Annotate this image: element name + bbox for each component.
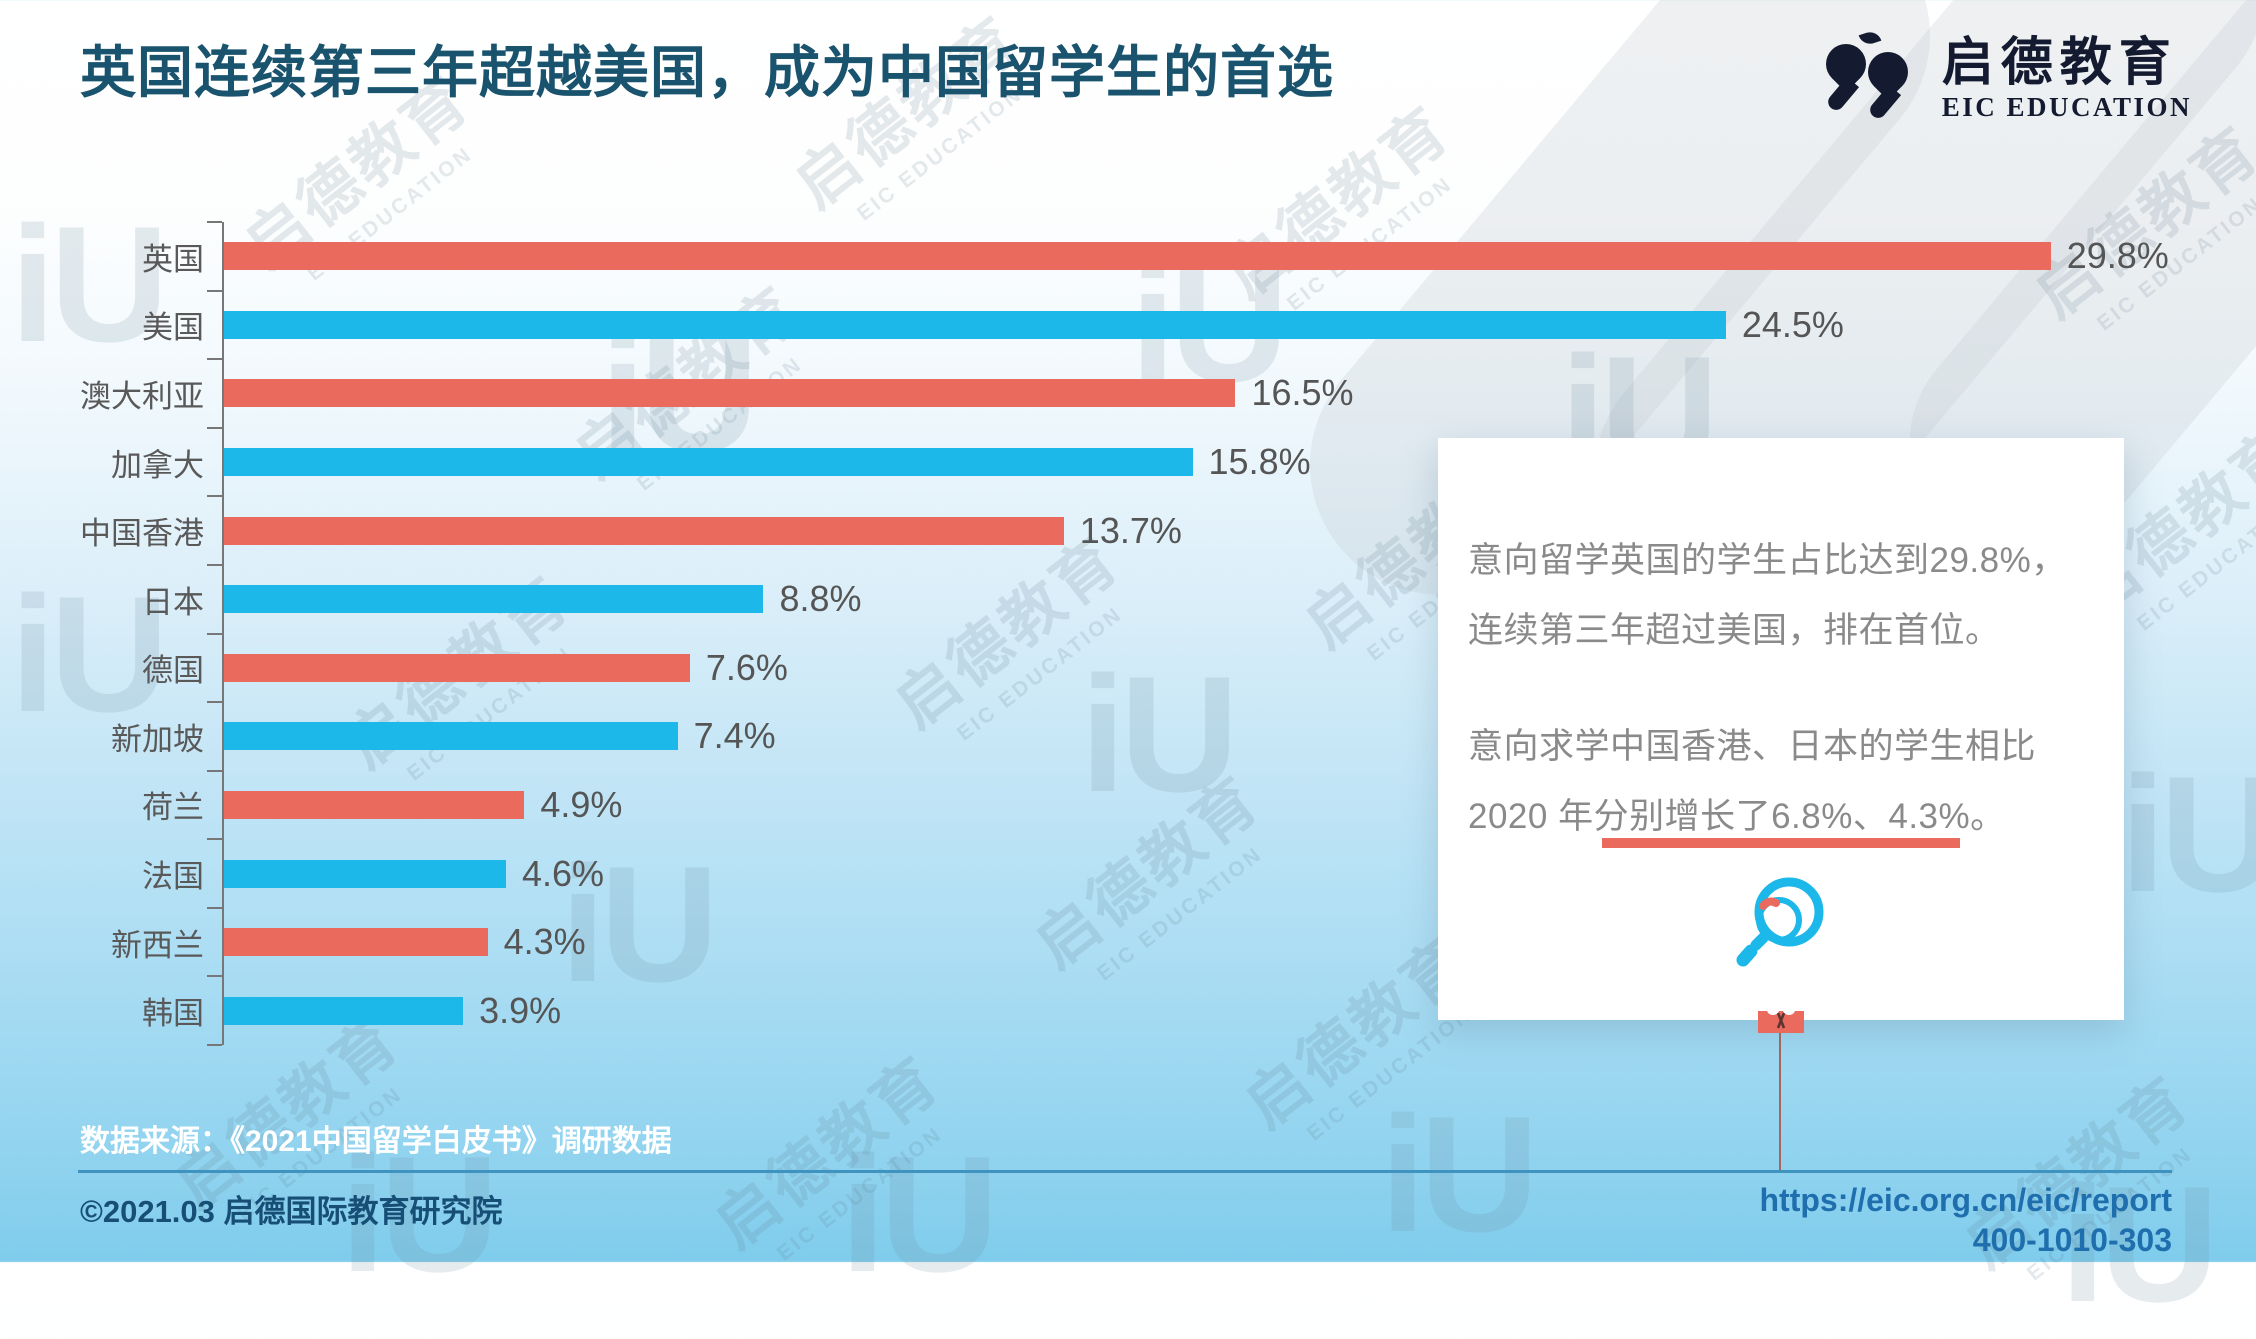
callout-paragraph-2: 意向求学中国香港、日本的学生相比 2020 年分别增长了6.8%、4.3%。 [1468, 727, 2037, 836]
callout-red-divider [1602, 838, 1960, 848]
category-label: 德国 [142, 653, 204, 689]
value-label: 8.8% [779, 578, 862, 620]
value-label: 29.8% [2066, 235, 2169, 277]
logo-name-en: EIC EDUCATION [1941, 91, 2192, 122]
category-label: 韩国 [142, 996, 204, 1032]
bar-blue [224, 996, 464, 1025]
value-label: 4.9% [540, 783, 623, 825]
phone-number: 400-1010-303 [1972, 1222, 2172, 1258]
axis-tick [207, 1044, 222, 1046]
axis-tick [207, 495, 222, 498]
bar-blue [224, 722, 678, 751]
value-label: 24.5% [1741, 303, 1844, 345]
axis-tick [207, 769, 222, 772]
value-label: 7.6% [705, 646, 788, 688]
eic-logo-icon [1817, 26, 1924, 130]
chart-row: 荷兰 4.9% [142, 771, 2184, 840]
chart-row: 新加坡 7.4% [111, 702, 2184, 771]
magnifier-icon [1736, 877, 1824, 967]
chart-row: 韩国 3.9% [142, 976, 2184, 1045]
value-label: 4.6% [521, 852, 605, 894]
category-label: 日本 [142, 584, 204, 620]
value-label: 7.4% [693, 715, 776, 757]
footer-divider [78, 1170, 2172, 1173]
callout-paragraph-1: 意向留学英国的学生占比达到29.8%，连续第三年超过美国，排在首位。 [1468, 541, 2067, 650]
category-label: 新加坡 [111, 721, 204, 757]
report-url[interactable]: https://eic.org.cn/eic/report [1759, 1182, 2172, 1218]
eic-logo: 启德教育 EIC EDUCATION [1817, 26, 2192, 130]
pin-marker-icon [1758, 1011, 1804, 1033]
value-label: 16.5% [1251, 372, 1354, 414]
axis-tick [207, 906, 222, 909]
axis-tick [207, 358, 222, 361]
bar-red [224, 928, 488, 957]
axis-tick [207, 221, 222, 223]
category-label: 新西兰 [111, 927, 204, 963]
callout-text: 意向留学英国的学生占比达到29.8%，连续第三年超过美国，排在首位。 意向求学中… [1438, 438, 2124, 852]
chart-row: 加拿大 15.8% [111, 428, 2184, 497]
value-label: 4.3% [503, 921, 586, 963]
chart-row: 英国 29.8% [142, 222, 2184, 291]
bar-red [224, 242, 2051, 271]
pin-connector-line [1779, 1030, 1781, 1172]
value-label: 13.7% [1079, 509, 1182, 551]
category-label: 加拿大 [111, 447, 204, 483]
bar-red [224, 379, 1236, 408]
chart-row: 新西兰 4.3% [111, 908, 2184, 977]
category-label: 中国香港 [80, 516, 204, 552]
chart-row: 美国 24.5% [142, 291, 2184, 360]
bar-blue [224, 310, 1726, 339]
category-label: 美国 [142, 310, 204, 346]
bar-chart-plot: 英国 29.8% 美国 24.5% 澳大利亚 16.5% 加拿大 15.8% 中国香港 13.7%… [80, 221, 2184, 1046]
axis-tick [207, 289, 222, 292]
data-source-note: 数据来源：《2021中国留学白皮书》调研数据 [80, 1125, 672, 1158]
category-label: 荷兰 [142, 790, 204, 826]
axis-tick [207, 701, 222, 704]
bar-red [224, 653, 690, 682]
value-label: 3.9% [479, 989, 562, 1031]
bar-blue [224, 585, 764, 614]
category-label: 英国 [142, 241, 204, 277]
chart-row: 中国香港 13.7% [80, 496, 2184, 565]
axis-tick [207, 975, 222, 978]
page-title: 英国连续第三年超越美国，成为中国留学生的首选 [80, 41, 1334, 104]
category-label: 澳大利亚 [80, 378, 204, 414]
chart-row: 日本 8.8% [142, 565, 2184, 634]
copyright-note: ©2021.03 启德国际教育研究院 [80, 1194, 503, 1229]
chart-row: 法国 4.6% [142, 839, 2184, 908]
watermark-iu-glyph: iU [10, 192, 169, 376]
contact-block: https://eic.org.cn/eic/report 400-1010-3… [1759, 1180, 2172, 1260]
chart-row: 德国 7.6% [142, 634, 2184, 703]
category-label: 法国 [142, 859, 204, 895]
chart-row: 澳大利亚 16.5% [80, 359, 2184, 428]
callout-card: 意向留学英国的学生占比达到29.8%，连续第三年超过美国，排在首位。 意向求学中… [1438, 438, 2124, 1033]
axis-tick [207, 426, 222, 429]
logo-name-cn: 启德教育 [1941, 33, 2178, 92]
watermark-text-cn: 启德教育 [702, 1044, 954, 1262]
watermark-text-en: EIC EDUCATION [772, 1122, 948, 1266]
bar-blue [224, 859, 506, 888]
value-label: 15.8% [1208, 441, 1311, 483]
axis-tick [207, 838, 222, 841]
bar-blue [224, 448, 1193, 477]
eic-logo-text: 启德教育 EIC EDUCATION [1942, 34, 2192, 123]
axis-tick [207, 563, 222, 566]
watermark-iu-glyph: iU [840, 1122, 999, 1306]
bar-red [224, 516, 1064, 545]
watermark-iu-glyph: iU [1380, 1082, 1539, 1266]
bar-red [224, 790, 525, 819]
axis-tick [207, 632, 222, 635]
